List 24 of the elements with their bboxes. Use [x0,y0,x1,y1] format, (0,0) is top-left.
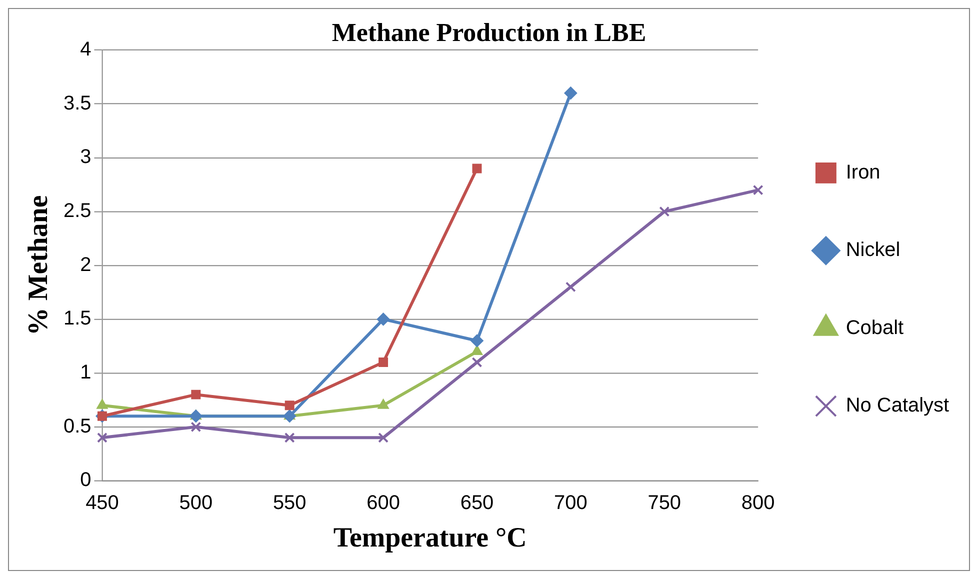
y-axis-title: % Methane [22,195,54,336]
x-tick-label: 650 [460,492,494,514]
legend-label: Cobalt [846,316,904,339]
x-tick-label: 700 [554,492,588,514]
y-tick-label: 1.5 [63,308,92,330]
y-tick-label: 1 [80,362,92,384]
y-tick-label: 4 [80,38,92,61]
x-tick-label: 600 [366,492,400,514]
x-tick-label: 550 [272,492,306,514]
legend-label: Iron [846,161,880,184]
y-tick-label: 3 [80,146,92,168]
chart-title: Methane Production in LBE [332,18,646,48]
y-tick-label: 2.5 [63,200,92,222]
y-tick-label: 3.5 [63,92,92,114]
x-tick-label: 750 [648,492,682,514]
x-tick-label: 800 [741,492,775,514]
x-axis-title: Temperature °C [333,522,527,554]
x-tick-label: 500 [179,492,213,514]
legend-label: Nickel [846,239,900,262]
y-tick-label: 2 [80,254,92,276]
y-tick-label: 0.5 [63,415,92,438]
x-tick-label: 450 [86,492,119,514]
y-tick-label: 0 [80,469,92,492]
legend-label: No Catalyst [846,394,950,417]
